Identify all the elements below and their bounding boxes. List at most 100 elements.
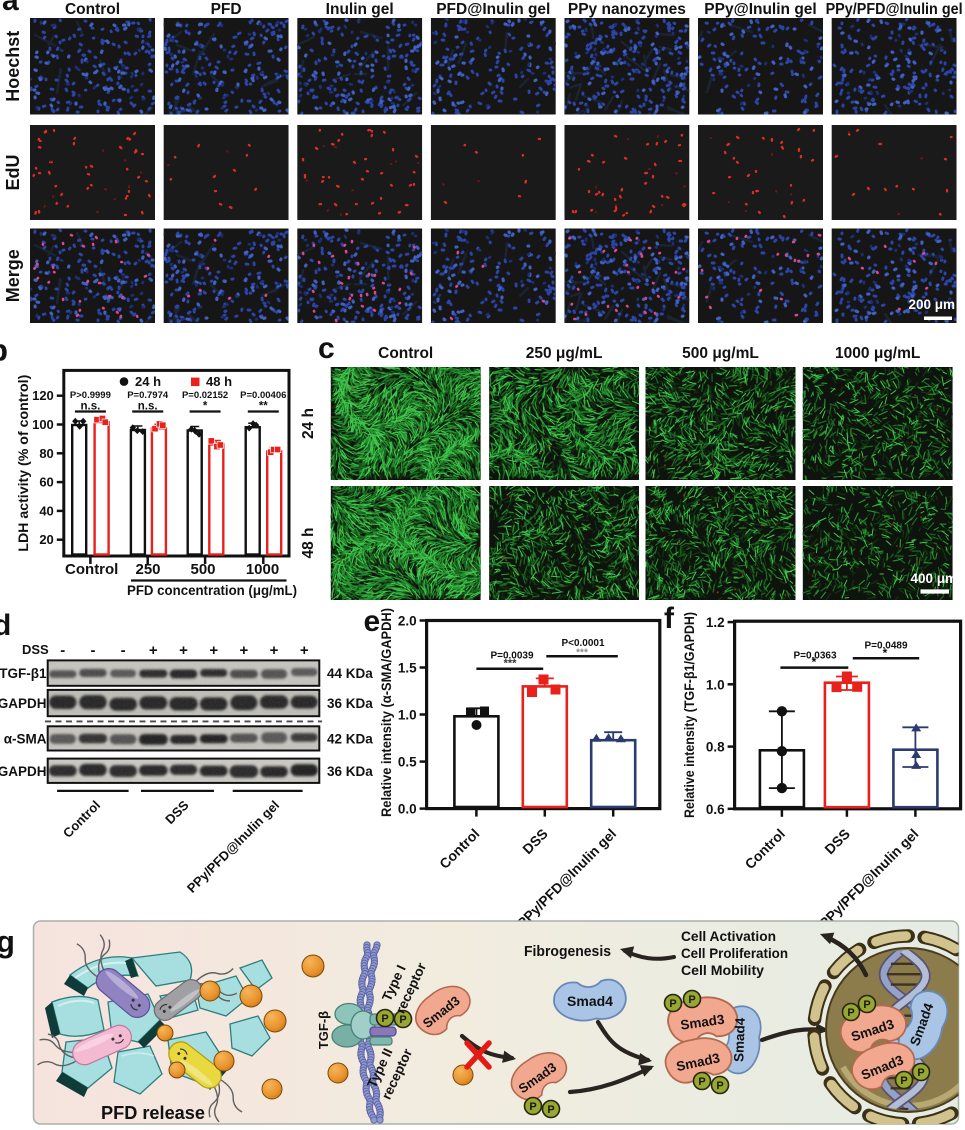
svg-text:40: 40 bbox=[39, 503, 53, 518]
svg-text:200 μm: 200 μm bbox=[908, 297, 955, 312]
svg-text:PPy nanozymes: PPy nanozymes bbox=[568, 1, 686, 18]
svg-text:P<0.0001: P<0.0001 bbox=[561, 638, 605, 649]
svg-text:0.6: 0.6 bbox=[706, 802, 725, 817]
svg-text:DSS: DSS bbox=[22, 642, 49, 657]
svg-text:+: + bbox=[270, 642, 279, 659]
svg-text:-: - bbox=[121, 642, 126, 659]
svg-text:P=0.0039: P=0.0039 bbox=[490, 650, 534, 661]
svg-text:***: *** bbox=[504, 658, 518, 670]
svg-text:P=0.0489: P=0.0489 bbox=[864, 640, 908, 651]
svg-text:24 h: 24 h bbox=[300, 408, 317, 439]
svg-text:b: b bbox=[0, 333, 8, 368]
svg-text:+: + bbox=[149, 642, 158, 659]
svg-text:Cell Proliferation: Cell Proliferation bbox=[681, 945, 788, 961]
svg-text:36 KDa: 36 KDa bbox=[327, 764, 373, 779]
svg-text:Control: Control bbox=[378, 345, 433, 362]
svg-text:e: e bbox=[364, 605, 381, 638]
svg-text:*: * bbox=[883, 646, 888, 660]
svg-text:P: P bbox=[698, 1076, 705, 1088]
svg-text:Smad3: Smad3 bbox=[679, 1012, 725, 1033]
svg-text:f: f bbox=[664, 602, 675, 635]
svg-text:Relative intensity (α-SMA/GAPD: Relative intensity (α-SMA/GAPDH) bbox=[379, 608, 394, 817]
svg-text:Cell Mobility: Cell Mobility bbox=[681, 962, 764, 978]
svg-text:Fibrogenesis: Fibrogenesis bbox=[524, 944, 611, 960]
svg-text:0.5: 0.5 bbox=[398, 755, 417, 770]
svg-text:Smad4: Smad4 bbox=[731, 1017, 748, 1062]
svg-text:P: P bbox=[547, 1104, 554, 1116]
svg-text:*: * bbox=[203, 401, 208, 413]
svg-text:100: 100 bbox=[32, 417, 54, 432]
svg-text:***: *** bbox=[576, 648, 588, 659]
svg-text:Cell Activation: Cell Activation bbox=[681, 928, 776, 944]
svg-text:Control: Control bbox=[65, 561, 118, 578]
svg-text:P: P bbox=[529, 1101, 536, 1113]
svg-text:P: P bbox=[716, 1080, 723, 1092]
svg-text:1.0: 1.0 bbox=[398, 708, 417, 723]
svg-text:P: P bbox=[847, 1007, 854, 1019]
svg-text:120: 120 bbox=[32, 388, 54, 403]
svg-text:c: c bbox=[318, 332, 335, 365]
svg-text:500 μg/mL: 500 μg/mL bbox=[682, 345, 759, 362]
svg-text:GAPDH: GAPDH bbox=[0, 696, 47, 711]
svg-text:48 h: 48 h bbox=[300, 527, 317, 558]
svg-text:*: * bbox=[812, 655, 817, 669]
svg-text:P=0.7974: P=0.7974 bbox=[127, 390, 169, 401]
svg-text:n.s.: n.s. bbox=[80, 401, 100, 413]
svg-text:+: + bbox=[240, 642, 249, 659]
svg-text:Hoechst: Hoechst bbox=[3, 31, 23, 102]
svg-text:400 μm: 400 μm bbox=[910, 571, 957, 586]
svg-text:PFD: PFD bbox=[211, 1, 242, 18]
svg-text:20: 20 bbox=[39, 532, 53, 547]
svg-text:Inulin gel: Inulin gel bbox=[326, 1, 394, 18]
svg-text:0.0: 0.0 bbox=[398, 802, 417, 817]
svg-text:42 KDa: 42 KDa bbox=[327, 731, 373, 746]
svg-text:Control: Control bbox=[65, 1, 120, 18]
svg-text:0.8: 0.8 bbox=[706, 740, 725, 755]
svg-text:1.5: 1.5 bbox=[398, 661, 417, 676]
svg-text:P: P bbox=[669, 998, 676, 1010]
svg-text:Relative intensity (TGF-β1/GAP: Relative intensity (TGF-β1/GAPDH) bbox=[682, 612, 697, 818]
svg-text:LDH activity (% of control): LDH activity (% of control) bbox=[15, 375, 31, 552]
svg-text:1.2: 1.2 bbox=[706, 615, 725, 630]
svg-text:80: 80 bbox=[39, 446, 53, 461]
svg-text:g: g bbox=[0, 924, 15, 959]
svg-text:PFD release: PFD release bbox=[101, 1102, 205, 1123]
svg-text:2.0: 2.0 bbox=[398, 614, 417, 629]
svg-text:24 h: 24 h bbox=[135, 374, 161, 389]
svg-text:+: + bbox=[209, 642, 218, 659]
svg-text:P>0.9999: P>0.9999 bbox=[70, 390, 111, 401]
svg-text:+: + bbox=[300, 642, 309, 659]
svg-text:P=0.02152: P=0.02152 bbox=[182, 390, 228, 401]
svg-text:60: 60 bbox=[39, 475, 53, 490]
svg-text:TGF-β1: TGF-β1 bbox=[0, 666, 47, 681]
svg-text:36 KDa: 36 KDa bbox=[327, 696, 373, 711]
svg-text:1000: 1000 bbox=[246, 561, 279, 578]
svg-text:P: P bbox=[863, 999, 870, 1011]
svg-text:+: + bbox=[179, 642, 188, 659]
svg-text:250 μg/mL: 250 μg/mL bbox=[526, 345, 603, 362]
svg-text:a: a bbox=[2, 0, 19, 17]
svg-text:α-SMA: α-SMA bbox=[4, 731, 47, 746]
svg-text:Merge: Merge bbox=[3, 249, 23, 302]
svg-text:1000 μg/mL: 1000 μg/mL bbox=[835, 345, 920, 362]
svg-text:PFD concentration (μg/mL): PFD concentration (μg/mL) bbox=[127, 582, 297, 598]
svg-text:GAPDH: GAPDH bbox=[0, 764, 47, 779]
svg-text:250: 250 bbox=[135, 561, 160, 578]
svg-text:P: P bbox=[917, 1067, 924, 1079]
svg-text:P=0.00406: P=0.00406 bbox=[240, 390, 286, 401]
svg-text:500: 500 bbox=[190, 561, 215, 578]
svg-text:P: P bbox=[399, 1014, 406, 1026]
svg-text:PPy@Inulin gel: PPy@Inulin gel bbox=[704, 1, 816, 18]
svg-text:d: d bbox=[0, 609, 11, 642]
svg-text:n.s.: n.s. bbox=[138, 401, 158, 413]
svg-text:P: P bbox=[900, 1075, 907, 1087]
svg-text:**: ** bbox=[259, 401, 268, 413]
svg-text:-: - bbox=[60, 642, 65, 659]
svg-text:48 h: 48 h bbox=[206, 374, 232, 389]
svg-text:PFD@Inulin gel: PFD@Inulin gel bbox=[436, 1, 550, 18]
svg-text:EdU: EdU bbox=[3, 155, 23, 191]
svg-text:P: P bbox=[381, 1013, 388, 1025]
svg-text:-: - bbox=[91, 642, 96, 659]
svg-text:TGF-β: TGF-β bbox=[316, 1011, 331, 1049]
svg-text:Smad4: Smad4 bbox=[567, 993, 613, 1009]
